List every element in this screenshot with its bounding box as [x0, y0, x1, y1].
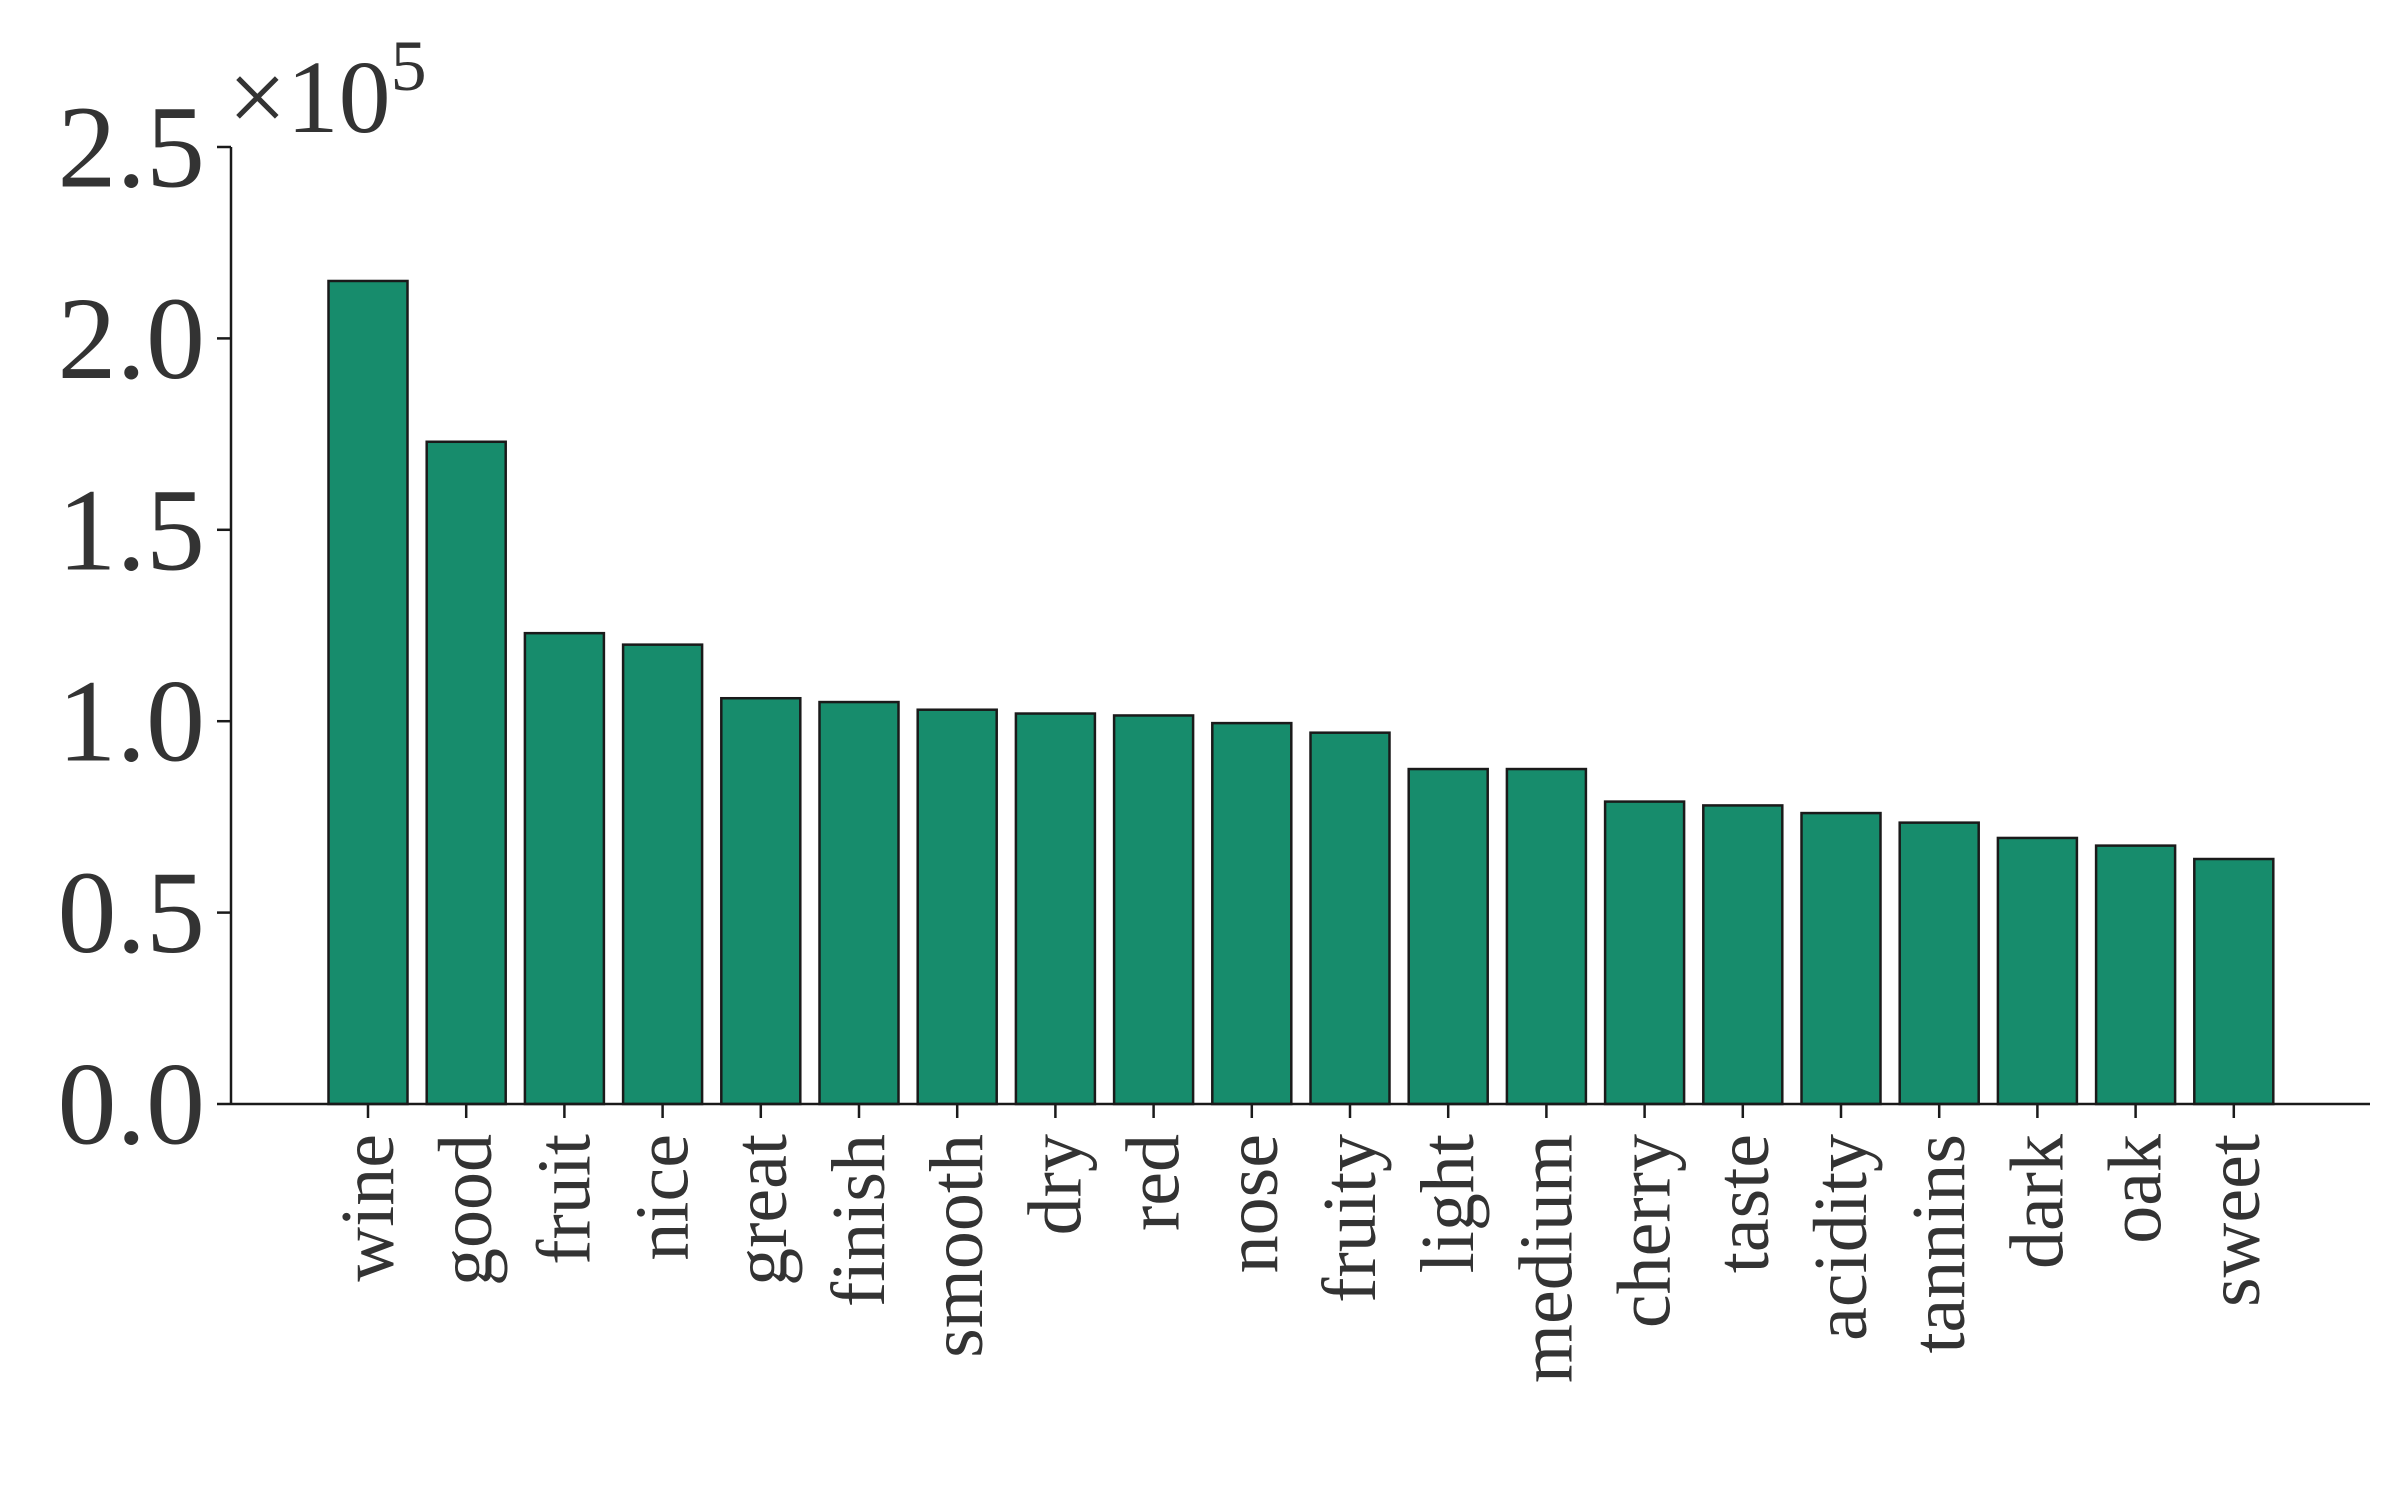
bar-oak: [2094, 844, 2177, 1106]
y-axis-multiplier: ×105: [228, 26, 427, 155]
y-tick-label: 2.5: [58, 82, 206, 213]
y-tick-label: 1.0: [58, 656, 206, 787]
x-tick-label-finish: finish: [817, 1134, 901, 1307]
x-tick-label-taste: taste: [1701, 1134, 1785, 1273]
x-tick-label-fruity: fruity: [1308, 1134, 1392, 1303]
x-tick-label-good: good: [424, 1134, 508, 1286]
x-tick-label-acidity: acidity: [1799, 1134, 1883, 1341]
bar-dry: [1014, 712, 1097, 1106]
y-tick-label: 0.5: [58, 847, 206, 978]
x-tick-label-cherry: cherry: [1603, 1134, 1687, 1328]
bar-sweet: [2193, 857, 2275, 1106]
bar-fruit: [523, 631, 606, 1106]
bar-acidity: [1800, 811, 1882, 1106]
y-axis-ticks: 0.0 0.5 1.0 1.5 2.0 2.5: [58, 82, 231, 1170]
y-tick-label: 0.0: [58, 1039, 206, 1170]
bar-finish: [818, 700, 900, 1106]
bar-wine: [327, 279, 409, 1106]
y-tick-label: 2.0: [58, 273, 206, 404]
bars-layer: [327, 279, 2275, 1106]
y-axis-multiplier-base: ×10: [228, 40, 391, 155]
bar-taste: [1702, 804, 1784, 1106]
bar-cherry: [1603, 800, 1686, 1106]
bar-good: [425, 440, 507, 1106]
bar-fruity: [1309, 731, 1391, 1106]
x-tick-label-medium: medium: [1504, 1134, 1588, 1383]
x-tick-label-dark: dark: [1995, 1134, 2079, 1269]
bar-great: [720, 696, 802, 1106]
x-tick-label-sweet: sweet: [2192, 1134, 2276, 1307]
bar-nice: [621, 643, 704, 1106]
x-tick-label-dry: dry: [1013, 1134, 1097, 1235]
x-axis-ticks: wine good fruit nice great finish smooth dry red…: [326, 1104, 2276, 1383]
x-tick-label-oak: oak: [2094, 1134, 2178, 1244]
x-tick-label-light: light: [1406, 1134, 1490, 1273]
x-tick-label-red: red: [1112, 1134, 1196, 1231]
bar-red: [1112, 714, 1195, 1106]
x-tick-label-fruit: fruit: [522, 1134, 606, 1265]
bar-nose: [1211, 721, 1293, 1106]
x-tick-label-wine: wine: [326, 1134, 410, 1282]
bar-tannins: [1898, 821, 1980, 1106]
bar-light: [1407, 767, 1489, 1106]
bar-medium: [1505, 767, 1588, 1106]
y-axis-multiplier-exponent: 5: [391, 26, 427, 106]
x-tick-label-tannins: tannins: [1897, 1134, 1981, 1354]
bar-smooth: [916, 708, 998, 1106]
x-tick-label-smooth: smooth: [915, 1134, 999, 1358]
x-tick-label-nose: nose: [1210, 1134, 1294, 1273]
x-tick-label-great: great: [719, 1134, 803, 1286]
bar-dark: [1996, 836, 2079, 1106]
x-tick-label-nice: nice: [621, 1134, 705, 1261]
y-tick-label: 1.5: [58, 464, 206, 595]
